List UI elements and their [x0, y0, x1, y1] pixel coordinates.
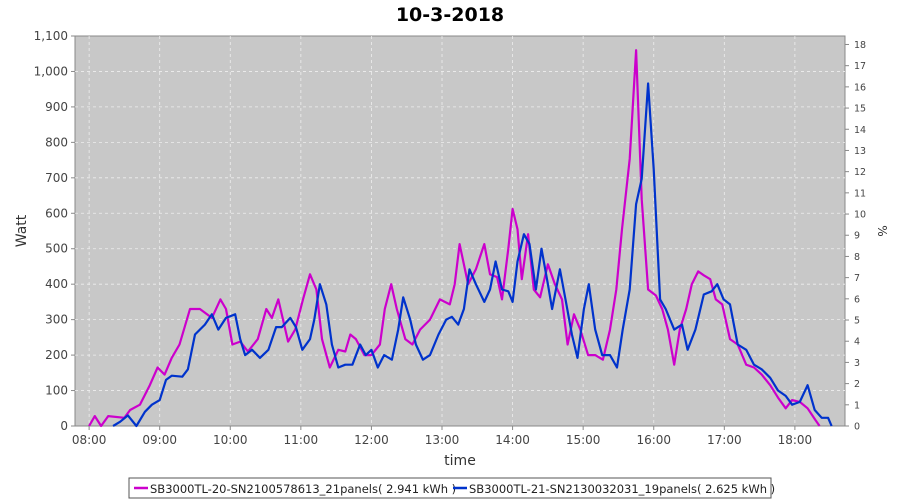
y-tick-label: 300 — [45, 313, 68, 327]
y-tick-label: 800 — [45, 135, 68, 149]
y2-tick-label: 5 — [854, 316, 860, 327]
y-tick-label: 0 — [60, 419, 68, 433]
x-tick-label: 11:00 — [284, 433, 319, 447]
x-tick-label: 09:00 — [142, 433, 177, 447]
x-tick-label: 08:00 — [72, 433, 107, 447]
y-tick-label: 500 — [45, 242, 68, 256]
y2-tick-label: 18 — [854, 40, 866, 51]
y2-axis-label: % — [875, 225, 889, 236]
y2-tick-label: 7 — [854, 273, 860, 284]
legend-entry-2: SB3000TL-21-SN2130032031_19panels( 2.625… — [469, 482, 775, 496]
y2-tick-label: 11 — [854, 188, 866, 199]
y2-tick-label: 14 — [854, 125, 866, 136]
series-line-2 — [112, 82, 833, 428]
series-lines — [88, 49, 833, 428]
y-tick-label: 600 — [45, 206, 68, 220]
x-tick-label: 13:00 — [425, 433, 460, 447]
y2-tick-label: 8 — [854, 252, 860, 263]
x-tick-label: 10:00 — [213, 433, 248, 447]
y-tick-label: 100 — [45, 384, 68, 398]
y2-tick-label: 2 — [854, 379, 860, 390]
x-tick-label: 12:00 — [354, 433, 389, 447]
grid-lines — [75, 36, 845, 426]
series-line-1 — [88, 49, 821, 428]
y-tick-label: 200 — [45, 348, 68, 362]
x-tick-label: 16:00 — [636, 433, 671, 447]
y2-tick-label: 13 — [854, 146, 866, 157]
x-tick-label: 17:00 — [707, 433, 742, 447]
y2-tick-label: 0 — [854, 422, 860, 433]
y2-tick-label: 6 — [854, 294, 860, 305]
y-tick-label: 900 — [45, 100, 68, 114]
y2-tick-label: 1 — [854, 400, 860, 411]
y2-tick-label: 9 — [854, 231, 860, 242]
y2-tick-label: 16 — [854, 82, 866, 93]
x-tick-label: 14:00 — [495, 433, 530, 447]
y-axis-label: Watt — [14, 214, 30, 247]
y2-tick-label: 4 — [854, 337, 860, 348]
y-tick-label: 700 — [45, 171, 68, 185]
legend: SB3000TL-20-SN2100578613_21panels( 2.941… — [128, 477, 775, 499]
chart-title: 10-3-2018 — [396, 4, 504, 26]
legend-entry-1: SB3000TL-20-SN2100578613_21panels( 2.941… — [150, 482, 456, 496]
y-tick-label: 1,100 — [34, 29, 68, 43]
y2-tick-label: 12 — [854, 167, 866, 178]
y-tick-label: 400 — [45, 277, 68, 291]
x-axis-label: time — [444, 453, 476, 469]
axes: 01002003004005006007008009001,0001,10008… — [34, 29, 866, 447]
x-tick-label: 18:00 — [778, 433, 813, 447]
plot-area — [74, 35, 846, 427]
y2-tick-label: 10 — [854, 210, 866, 221]
y2-tick-label: 17 — [854, 61, 866, 72]
y2-tick-label: 3 — [854, 358, 860, 369]
x-tick-label: 15:00 — [566, 433, 601, 447]
y-tick-label: 1,000 — [34, 64, 68, 78]
y2-tick-label: 15 — [854, 104, 866, 115]
